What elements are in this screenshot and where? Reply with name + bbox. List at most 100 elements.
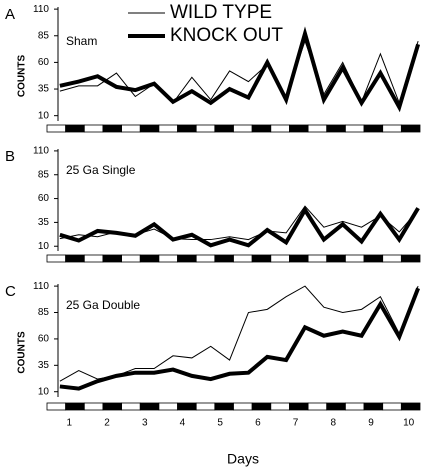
light-dark-cell bbox=[139, 254, 160, 263]
light-dark-cell bbox=[251, 402, 272, 411]
light-dark-cell bbox=[400, 402, 421, 411]
y-axis-label: COUNTS bbox=[17, 331, 28, 374]
light-dark-cell bbox=[400, 254, 421, 263]
light-dark-cell bbox=[363, 402, 384, 411]
legend-label: KNOCK OUT bbox=[170, 25, 283, 46]
light-dark-cell bbox=[289, 402, 309, 411]
light-dark-cell bbox=[214, 254, 234, 263]
light-dark-cell bbox=[326, 402, 346, 411]
x-tick-label: 9 bbox=[368, 418, 374, 429]
light-dark-cell bbox=[289, 254, 309, 263]
light-dark-cell bbox=[233, 402, 253, 411]
light-dark-cell bbox=[270, 254, 290, 263]
light-dark-cell bbox=[158, 254, 178, 263]
light-dark-cell bbox=[326, 124, 346, 133]
x-tick-label: 4 bbox=[180, 418, 186, 429]
light-dark-cell bbox=[65, 124, 85, 133]
light-dark-cell bbox=[102, 402, 122, 411]
light-dark-cell bbox=[121, 254, 141, 263]
light-dark-cell bbox=[382, 124, 402, 133]
panel-label: A bbox=[5, 6, 15, 23]
light-dark-cell bbox=[344, 402, 365, 411]
light-dark-cell bbox=[46, 402, 67, 411]
x-tick-label: 2 bbox=[104, 418, 110, 429]
light-dark-cell bbox=[270, 124, 290, 133]
light-dark-cell bbox=[344, 254, 365, 263]
x-tick-label: 3 bbox=[142, 418, 148, 429]
y-tick-label: 35 bbox=[38, 360, 50, 371]
light-dark-cell bbox=[65, 254, 85, 263]
x-tick-label: 5 bbox=[217, 418, 223, 429]
y-tick-label: 110 bbox=[33, 146, 49, 157]
panel-label: C bbox=[5, 283, 16, 300]
light-dark-cell bbox=[121, 402, 141, 411]
light-dark-cell bbox=[307, 254, 328, 263]
data-line bbox=[59, 206, 420, 248]
light-dark-cell bbox=[382, 402, 402, 411]
y-tick-label: 10 bbox=[38, 386, 50, 397]
x-axis-label: Days bbox=[227, 451, 259, 467]
light-dark-cell bbox=[400, 124, 421, 133]
x-tick-label: 6 bbox=[255, 418, 261, 429]
y-tick-label: 110 bbox=[33, 4, 49, 15]
light-dark-cell bbox=[307, 124, 328, 133]
light-dark-cell bbox=[83, 402, 104, 411]
y-tick-label: 110 bbox=[33, 281, 49, 292]
light-dark-cell bbox=[363, 124, 384, 133]
y-tick-label: 85 bbox=[38, 307, 50, 318]
y-tick-label: 35 bbox=[38, 84, 50, 95]
light-dark-cell bbox=[251, 124, 272, 133]
light-dark-cell bbox=[195, 124, 216, 133]
subtitle: Sham bbox=[66, 34, 97, 48]
light-dark-cell bbox=[233, 254, 253, 263]
y-tick-label: 60 bbox=[38, 57, 50, 68]
panel-label: B bbox=[5, 148, 15, 165]
light-dark-cell bbox=[158, 124, 178, 133]
light-dark-cell bbox=[363, 254, 384, 263]
data-line bbox=[59, 26, 421, 113]
light-dark-cell bbox=[289, 124, 309, 133]
light-dark-cell bbox=[382, 254, 402, 263]
light-dark-cell bbox=[270, 402, 290, 411]
light-dark-cell bbox=[177, 124, 197, 133]
light-dark-cell bbox=[326, 254, 346, 263]
y-tick-label: 85 bbox=[38, 30, 50, 41]
y-tick-label: 10 bbox=[38, 110, 50, 121]
light-dark-cell bbox=[233, 124, 253, 133]
light-dark-cell bbox=[102, 124, 122, 133]
light-dark-cell bbox=[195, 254, 216, 263]
light-dark-cell bbox=[46, 254, 67, 263]
y-tick-label: 10 bbox=[38, 241, 50, 252]
x-tick-label: 7 bbox=[293, 418, 299, 429]
light-dark-cell bbox=[177, 254, 197, 263]
light-dark-cell bbox=[307, 402, 328, 411]
light-dark-cell bbox=[195, 402, 216, 411]
light-dark-cell bbox=[139, 402, 160, 411]
x-tick-label: 8 bbox=[330, 418, 336, 429]
x-tick-label: 10 bbox=[403, 418, 415, 429]
subtitle: 25 Ga Double bbox=[66, 298, 140, 312]
light-dark-cell bbox=[214, 402, 234, 411]
y-tick-label: 60 bbox=[38, 193, 50, 204]
light-dark-cell bbox=[251, 254, 272, 263]
light-dark-cell bbox=[158, 402, 178, 411]
subtitle: 25 Ga Single bbox=[66, 163, 136, 177]
light-dark-cell bbox=[102, 254, 122, 263]
light-dark-cell bbox=[344, 124, 365, 133]
light-dark-cell bbox=[214, 124, 234, 133]
light-dark-cell bbox=[46, 124, 67, 133]
y-tick-label: 35 bbox=[38, 217, 50, 228]
y-axis-label: COUNTS bbox=[17, 55, 28, 98]
light-dark-cell bbox=[83, 124, 104, 133]
light-dark-cell bbox=[139, 124, 160, 133]
y-tick-label: 60 bbox=[38, 334, 50, 345]
legend-label: WILD TYPE bbox=[170, 2, 272, 23]
light-dark-cell bbox=[65, 402, 85, 411]
y-tick-label: 85 bbox=[38, 169, 50, 180]
light-dark-cell bbox=[177, 402, 197, 411]
light-dark-cell bbox=[121, 124, 141, 133]
x-tick-label: 1 bbox=[67, 418, 73, 429]
light-dark-cell bbox=[83, 254, 104, 263]
data-line bbox=[59, 287, 420, 391]
